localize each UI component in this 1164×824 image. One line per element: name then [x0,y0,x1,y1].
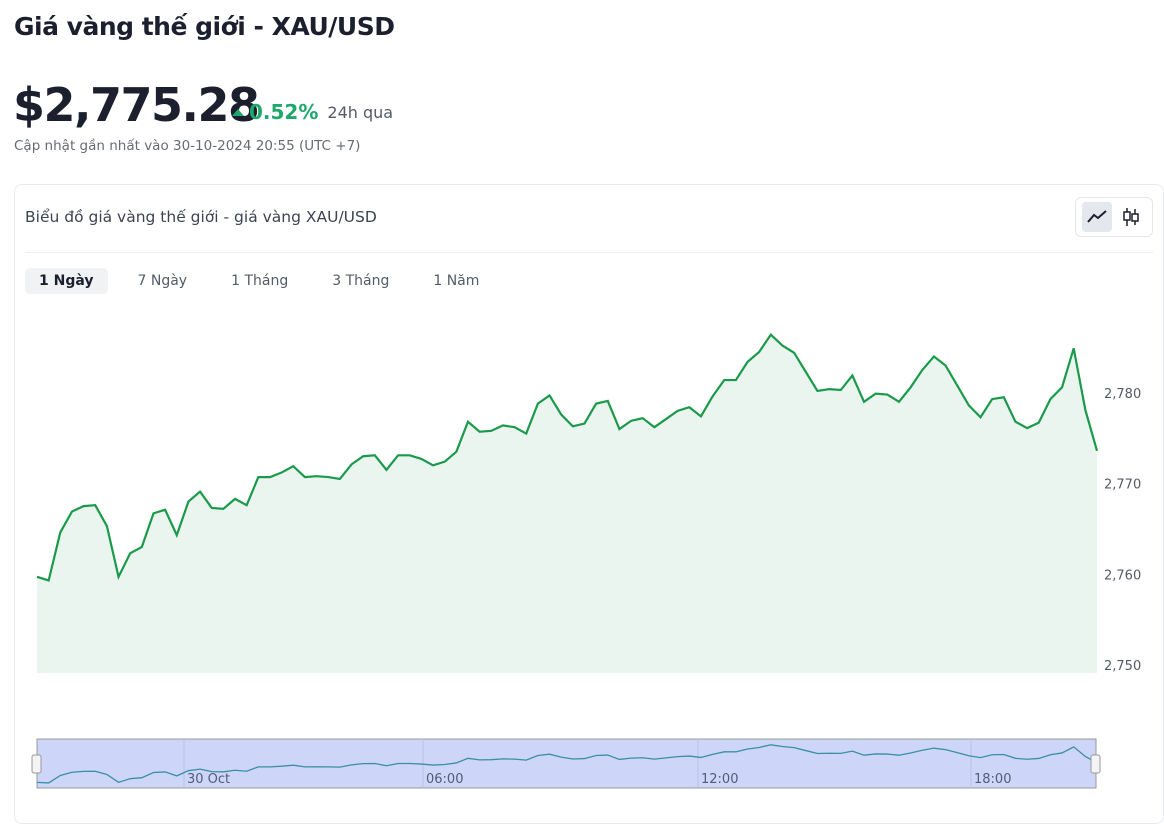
page-title: Giá vàng thế giới - XAU/USD [14,12,395,41]
tab-1-year[interactable]: 1 Năm [433,273,480,289]
navigator-line [36,744,1098,784]
navigator-selection[interactable] [36,738,1097,789]
tab-3-months[interactable]: 3 Tháng [332,273,390,289]
tab-7-days[interactable]: 7 Ngày [137,273,188,289]
navigator-handle-right[interactable] [1090,754,1101,774]
chart-title: Biểu đồ giá vàng thế giới - giá vàng XAU… [25,208,377,226]
divider [25,252,1153,253]
navigator[interactable]: 30 Oct 06:00 12:00 18:00 [31,738,1101,789]
price-area [37,334,1097,673]
y-tick-label: 2,750 [1104,659,1141,674]
y-tick-label: 2,780 [1104,387,1141,402]
last-updated: Cập nhật gần nhất vào 30-10-2024 20:55 (… [14,138,361,154]
line-chart-icon [1087,210,1107,223]
y-tick-label: 2,770 [1104,478,1141,493]
tab-1-day[interactable]: 1 Ngày [25,268,108,294]
price-change: 0.52% 24h qua [232,100,393,124]
current-price: $2,775.28 [13,78,260,132]
candlestick-icon [1123,208,1139,226]
chart-type-toggle [1075,197,1153,237]
change-percent: 0.52% [249,100,319,124]
candlestick-chart-button[interactable] [1116,202,1146,232]
navigator-time-label: 30 Oct [187,772,230,787]
change-period: 24h qua [327,102,394,122]
up-arrow-icon [232,108,244,116]
navigator-time-label: 12:00 [701,772,738,787]
y-tick-label: 2,760 [1104,568,1141,583]
navigator-time-label: 06:00 [426,772,463,787]
price-line [36,333,1099,582]
price-chart: 2,750 2,760 2,770 2,780 30 Oct 06:00 12:00 18:… [31,333,1141,789]
navigator-handle-left[interactable] [31,754,42,774]
tab-1-month[interactable]: 1 Tháng [231,273,289,289]
line-chart-button[interactable] [1082,202,1112,232]
range-tabs: 1 Ngày 7 Ngày 1 Tháng 3 Tháng 1 Năm [25,268,509,294]
navigator-time-label: 18:00 [974,772,1011,787]
